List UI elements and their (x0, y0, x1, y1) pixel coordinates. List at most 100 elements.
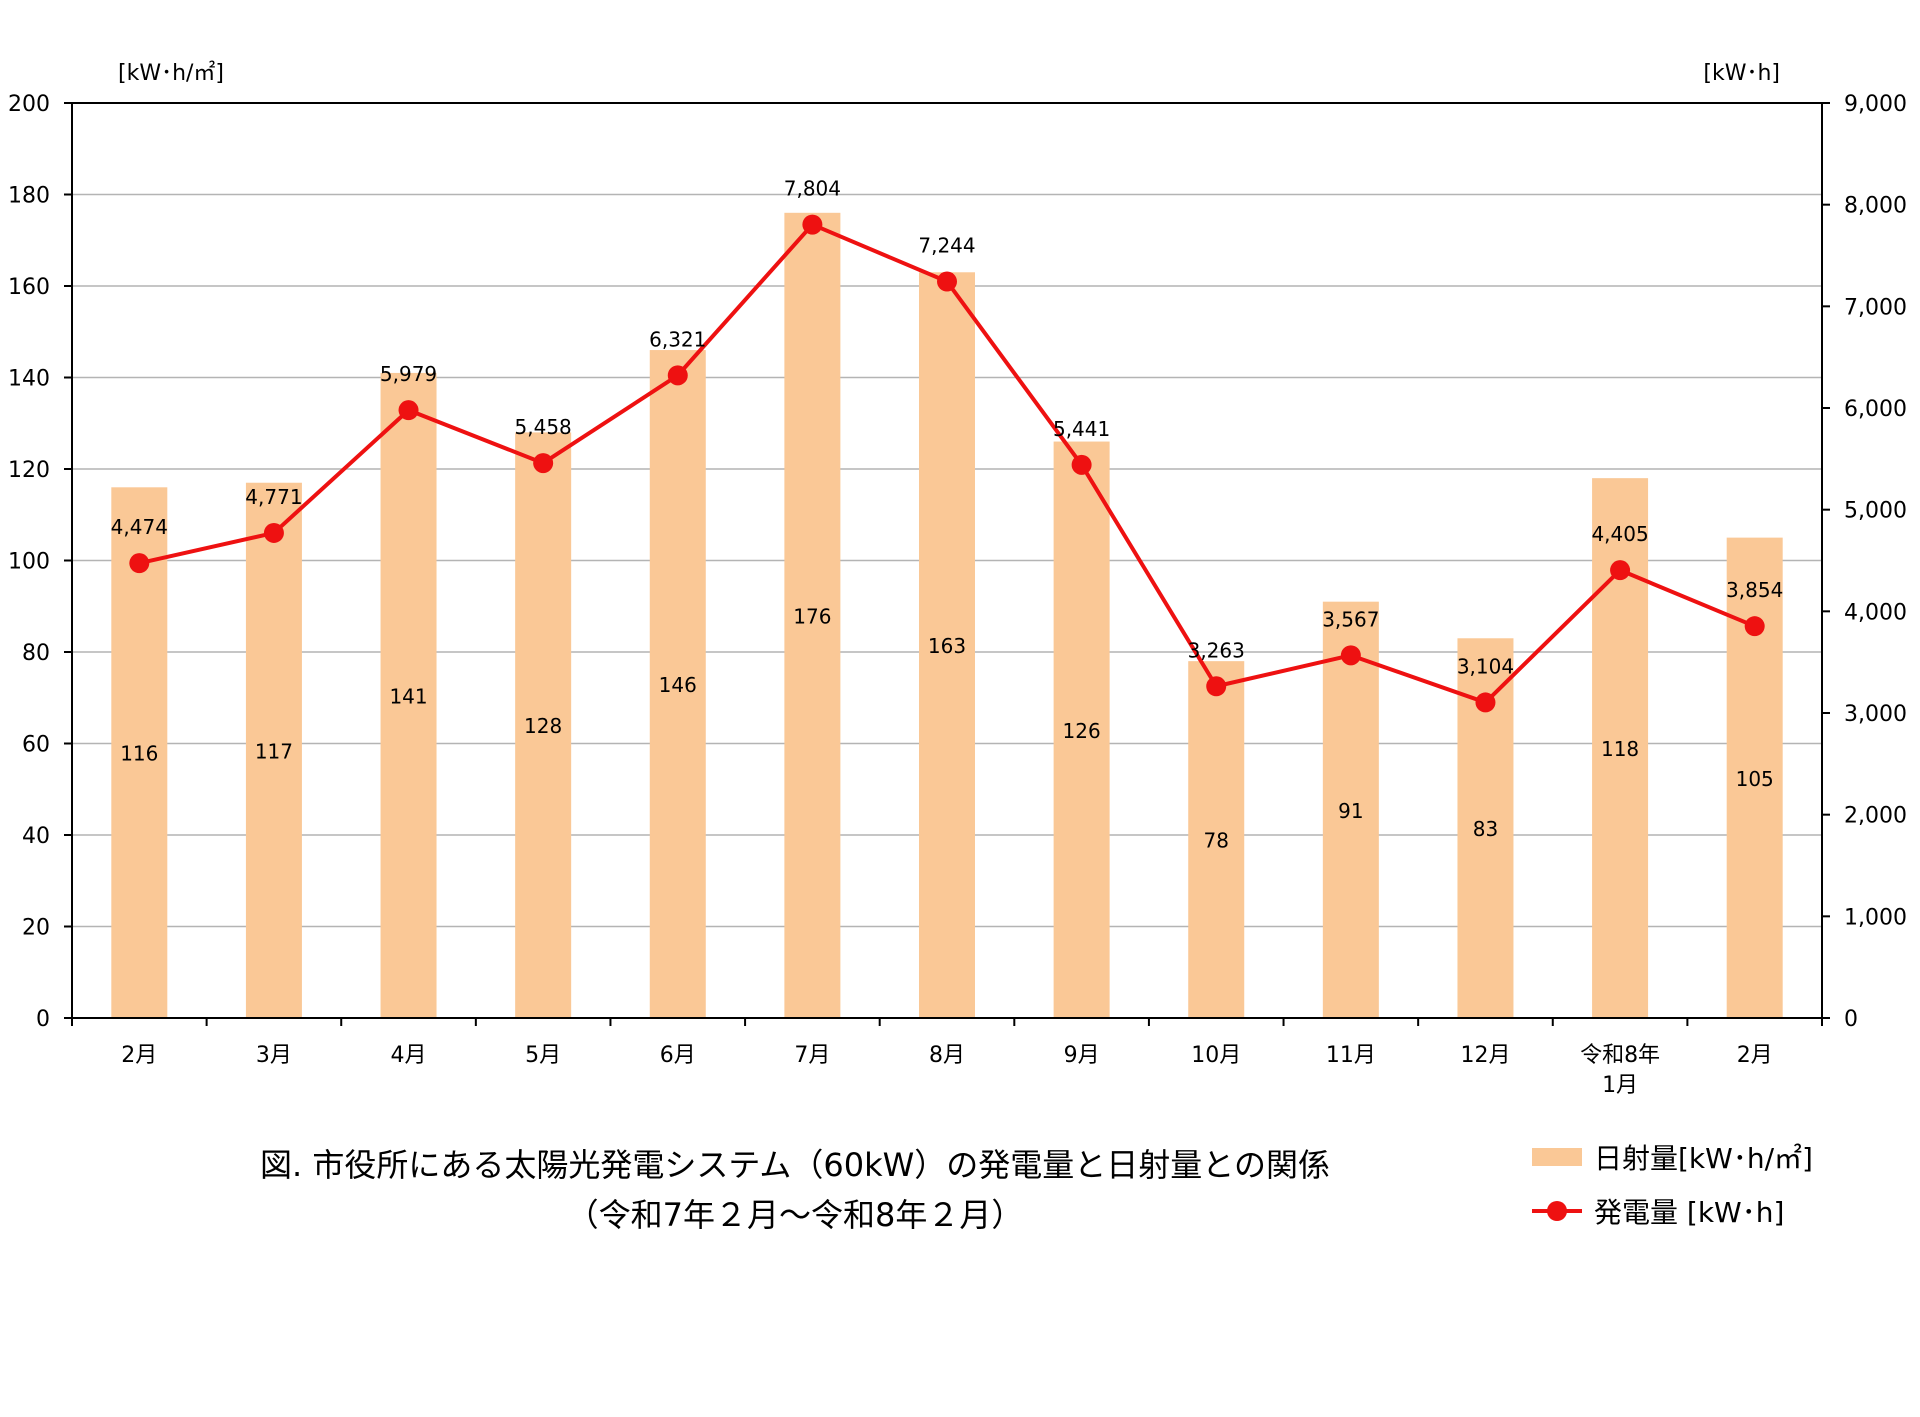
line-point (1475, 692, 1496, 713)
line-value-label: 7,244 (918, 234, 975, 258)
left-tick-label: 0 (36, 1007, 50, 1032)
legend-item-bar: 日射量[kW･h/㎡] (1532, 1130, 1813, 1184)
left-tick-label: 20 (22, 916, 50, 941)
bar-value-label: 118 (1601, 737, 1639, 761)
bar-value-label: 116 (120, 742, 158, 766)
line-series (129, 214, 1765, 713)
figure-caption: 図. 市役所にある太陽光発電システム（60kW）の発電量と日射量との関係 （令和… (180, 1140, 1410, 1240)
right-tick-label: 4,000 (1844, 600, 1907, 625)
x-tick-label: 11月 (1326, 1043, 1376, 1068)
left-tick-label: 60 (22, 733, 50, 758)
line-value-label: 3,854 (1726, 578, 1783, 602)
bar-value-label: 128 (524, 714, 562, 738)
bar-value-label: 78 (1204, 829, 1229, 853)
x-tick-label-line: 12月 (1460, 1043, 1510, 1068)
line-point (1610, 560, 1631, 581)
right-tick-label: 8,000 (1844, 194, 1907, 219)
x-tick-label-line: 6月 (660, 1043, 696, 1068)
left-axis-ticks: 0 20 40 60 80 100 120 140 160 180 200 (8, 92, 72, 1032)
bar (784, 212, 841, 1019)
x-axis-ticks: 2月 3月 4月 5月 6月 7月 8月 9月 10月 11月 12月 令和8年 1月 2月 (71, 1018, 1823, 1098)
x-tick-label: 9月 (1064, 1043, 1100, 1068)
bar-value-label: 141 (389, 684, 427, 708)
bar (919, 272, 975, 1018)
line-value-label: 4,474 (111, 515, 168, 539)
right-axis-ticks: 0 1,000 2,000 3,000 4,000 5,000 6,000 7,000 8,00… (1822, 92, 1907, 1032)
line-value-label: 6,321 (649, 327, 706, 351)
bar-value-label: 117 (255, 739, 293, 763)
bar-value-label: 105 (1736, 767, 1774, 791)
line-point (937, 271, 957, 292)
bar (1053, 441, 1110, 1018)
right-tick-label: 9,000 (1844, 92, 1907, 117)
line-point (667, 365, 688, 386)
bar-value-label: 146 (659, 673, 697, 697)
x-tick-label: 6月 (660, 1043, 696, 1068)
bar (515, 432, 572, 1018)
x-tick-label-line: 10月 (1191, 1043, 1241, 1068)
legend-line-swatch (1532, 1201, 1582, 1221)
line-value-label: 4,405 (1591, 522, 1648, 546)
bar-value-label: 91 (1338, 799, 1363, 823)
right-axis-unit: [kW･h] (1703, 61, 1780, 86)
x-tick-label: 7月 (794, 1043, 830, 1068)
legend-item-line: 発電量 [kW･h] (1532, 1184, 1813, 1238)
bar-value-label: 126 (1063, 719, 1101, 743)
x-tick-label-line: 7月 (794, 1043, 830, 1068)
line-point (398, 400, 419, 421)
bar-value-label: 163 (928, 634, 966, 658)
line-point (263, 522, 284, 543)
legend-bar-label: 日射量[kW･h/㎡] (1594, 1142, 1813, 1175)
legend-bar-swatch (1532, 1148, 1582, 1166)
line-value-label: 5,441 (1053, 417, 1110, 441)
bar (649, 350, 706, 1018)
right-tick-label: 2,000 (1844, 804, 1907, 829)
x-tick-label-line: 1月 (1602, 1073, 1638, 1098)
legend-line-label: 発電量 [kW･h] (1594, 1196, 1785, 1229)
line-value-label: 5,458 (515, 415, 572, 439)
x-tick-label: 2月 (1737, 1043, 1773, 1068)
right-tick-label: 0 (1844, 1007, 1858, 1032)
line-value-label: 3,263 (1188, 638, 1245, 662)
legend: 日射量[kW･h/㎡] 発電量 [kW･h] (1532, 1130, 1813, 1238)
left-tick-label: 200 (8, 92, 50, 117)
left-tick-label: 140 (8, 367, 50, 392)
left-tick-label: 180 (8, 184, 50, 209)
x-tick-label: 8月 (929, 1043, 965, 1068)
bar (111, 487, 168, 1018)
bar-value-label: 176 (793, 604, 831, 628)
line-point (1071, 454, 1092, 475)
right-tick-label: 3,000 (1844, 702, 1907, 727)
bar (380, 372, 437, 1018)
line-point (533, 453, 554, 474)
x-tick-label: 2月 (121, 1043, 157, 1068)
line-data-labels: 4,474 4,771 5,979 5,458 6,321 7,804 7,244 5,441… (111, 177, 1784, 679)
x-tick-label: 令和8年 1月 (1580, 1043, 1660, 1098)
left-tick-label: 100 (8, 550, 50, 575)
line-value-label: 7,804 (784, 177, 841, 201)
bar (1322, 601, 1379, 1018)
x-tick-label: 3月 (256, 1043, 292, 1068)
right-tick-label: 1,000 (1844, 905, 1907, 930)
bar-series (111, 212, 1783, 1019)
bar-value-label: 83 (1473, 817, 1498, 841)
x-tick-label-line: 8月 (929, 1043, 965, 1068)
x-tick-label-line: 5月 (525, 1043, 561, 1068)
line-point (129, 553, 150, 574)
left-tick-label: 120 (8, 458, 50, 483)
left-axis-unit: [kW･h/㎡] (118, 60, 224, 86)
right-tick-label: 7,000 (1844, 295, 1907, 320)
x-tick-label: 12月 (1460, 1043, 1510, 1068)
x-tick-label-line: 2月 (1737, 1043, 1773, 1068)
left-tick-label: 40 (22, 824, 50, 849)
line-point (802, 214, 823, 235)
line-value-label: 3,104 (1457, 654, 1514, 678)
left-tick-label: 160 (8, 275, 50, 300)
line-point (1744, 616, 1765, 637)
combo-chart: [kW･h/㎡] [kW･h] 116 117 141 128 146 176 163 126… (8, 60, 1907, 1098)
caption-line-1: 図. 市役所にある太陽光発電システム（60kW）の発電量と日射量との関係 (260, 1146, 1330, 1184)
left-tick-label: 80 (22, 641, 50, 666)
bar-data-labels: 116 117 141 128 146 176 163 126 78 91 83 118 105 (120, 604, 1774, 852)
x-tick-label-line: 令和8年 (1580, 1043, 1660, 1068)
x-tick-label: 5月 (525, 1043, 561, 1068)
